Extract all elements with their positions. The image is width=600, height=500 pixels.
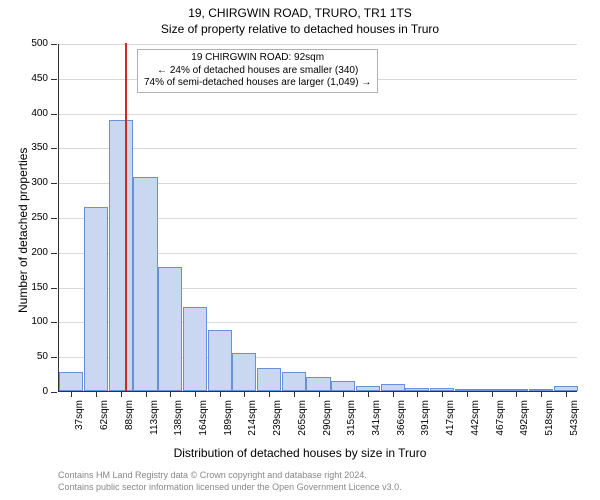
x-tick: [195, 392, 196, 397]
x-tick-label: 442sqm: [470, 400, 481, 500]
y-tick: [51, 218, 57, 219]
x-tick-label: 341sqm: [371, 400, 382, 500]
y-tick-label: 500: [0, 38, 48, 49]
x-tick: [417, 392, 418, 397]
histogram-bar: [455, 389, 479, 391]
x-tick-label: 214sqm: [247, 400, 258, 500]
x-tick-label: 315sqm: [346, 400, 357, 500]
x-tick-label: 189sqm: [223, 400, 234, 500]
x-tick-label: 518sqm: [544, 400, 555, 500]
gridline: [59, 44, 577, 45]
histogram-bar: [306, 377, 330, 391]
y-tick: [51, 148, 57, 149]
histogram-bar: [158, 267, 182, 391]
histogram-bar: [430, 388, 454, 391]
histogram-bar: [331, 381, 355, 391]
y-tick: [51, 114, 57, 115]
x-tick-label: 492sqm: [519, 400, 530, 500]
y-tick-label: 400: [0, 108, 48, 119]
x-tick-label: 37sqm: [74, 400, 85, 500]
x-tick: [220, 392, 221, 397]
x-tick: [467, 392, 468, 397]
x-tick-label: 366sqm: [396, 400, 407, 500]
histogram-bar: [133, 177, 157, 391]
y-tick-label: 150: [0, 282, 48, 293]
x-tick-label: 138sqm: [173, 400, 184, 500]
histogram-bar: [381, 384, 405, 391]
gridline: [59, 148, 577, 149]
x-tick: [319, 392, 320, 397]
y-tick: [51, 253, 57, 254]
y-tick: [51, 288, 57, 289]
x-tick-label: 467sqm: [495, 400, 506, 500]
x-tick-label: 88sqm: [124, 400, 135, 500]
x-tick: [343, 392, 344, 397]
histogram-bar: [554, 386, 578, 391]
chart-title-line2: Size of property relative to detached ho…: [0, 22, 600, 36]
histogram-bar: [183, 307, 207, 391]
histogram-bar: [504, 389, 528, 391]
y-tick-label: 300: [0, 177, 48, 188]
histogram-bar: [232, 353, 256, 391]
x-tick: [294, 392, 295, 397]
chart-figure: 19, CHIRGWIN ROAD, TRURO, TR1 1TS Size o…: [0, 0, 600, 500]
property-marker-line: [125, 43, 127, 391]
histogram-bar: [479, 389, 503, 391]
chart-title-line1: 19, CHIRGWIN ROAD, TRURO, TR1 1TS: [0, 6, 600, 20]
y-tick: [51, 392, 57, 393]
x-tick: [170, 392, 171, 397]
x-tick-label: 543sqm: [569, 400, 580, 500]
histogram-bar: [529, 389, 553, 391]
histogram-bar: [257, 368, 281, 391]
y-tick: [51, 183, 57, 184]
histogram-bar: [109, 120, 133, 391]
y-tick-label: 100: [0, 316, 48, 327]
x-tick-label: 417sqm: [445, 400, 456, 500]
x-tick: [71, 392, 72, 397]
x-tick-label: 265sqm: [297, 400, 308, 500]
y-tick: [51, 79, 57, 80]
annotation-line1: 19 CHIRGWIN ROAD: 92sqm: [144, 52, 371, 65]
x-tick-label: 62sqm: [99, 400, 110, 500]
y-tick: [51, 357, 57, 358]
y-tick-label: 450: [0, 73, 48, 84]
annotation-line3: 74% of semi-detached houses are larger (…: [144, 77, 371, 90]
x-tick-label: 290sqm: [322, 400, 333, 500]
x-tick: [393, 392, 394, 397]
histogram-bar: [356, 386, 380, 391]
x-tick: [269, 392, 270, 397]
annotation-line2: ← 24% of detached houses are smaller (34…: [144, 65, 371, 78]
x-tick: [492, 392, 493, 397]
x-tick-label: 239sqm: [272, 400, 283, 500]
y-tick-label: 350: [0, 142, 48, 153]
histogram-bar: [405, 388, 429, 391]
y-tick-label: 50: [0, 351, 48, 362]
x-tick: [442, 392, 443, 397]
x-tick-label: 391sqm: [420, 400, 431, 500]
y-tick: [51, 44, 57, 45]
histogram-bar: [84, 207, 108, 391]
x-tick: [244, 392, 245, 397]
annotation-box: 19 CHIRGWIN ROAD: 92sqm← 24% of detached…: [137, 49, 378, 93]
x-tick-label: 113sqm: [149, 400, 160, 500]
y-tick: [51, 322, 57, 323]
x-tick: [96, 392, 97, 397]
x-tick: [516, 392, 517, 397]
x-tick: [566, 392, 567, 397]
y-tick-label: 200: [0, 247, 48, 258]
histogram-bar: [59, 372, 83, 391]
x-tick-label: 164sqm: [198, 400, 209, 500]
plot-area: 19 CHIRGWIN ROAD: 92sqm← 24% of detached…: [58, 44, 577, 392]
x-tick: [146, 392, 147, 397]
x-tick: [541, 392, 542, 397]
x-tick: [368, 392, 369, 397]
histogram-bar: [208, 330, 232, 391]
gridline: [59, 114, 577, 115]
y-tick-label: 250: [0, 212, 48, 223]
x-tick: [121, 392, 122, 397]
y-tick-label: 0: [0, 386, 48, 397]
histogram-bar: [282, 372, 306, 391]
